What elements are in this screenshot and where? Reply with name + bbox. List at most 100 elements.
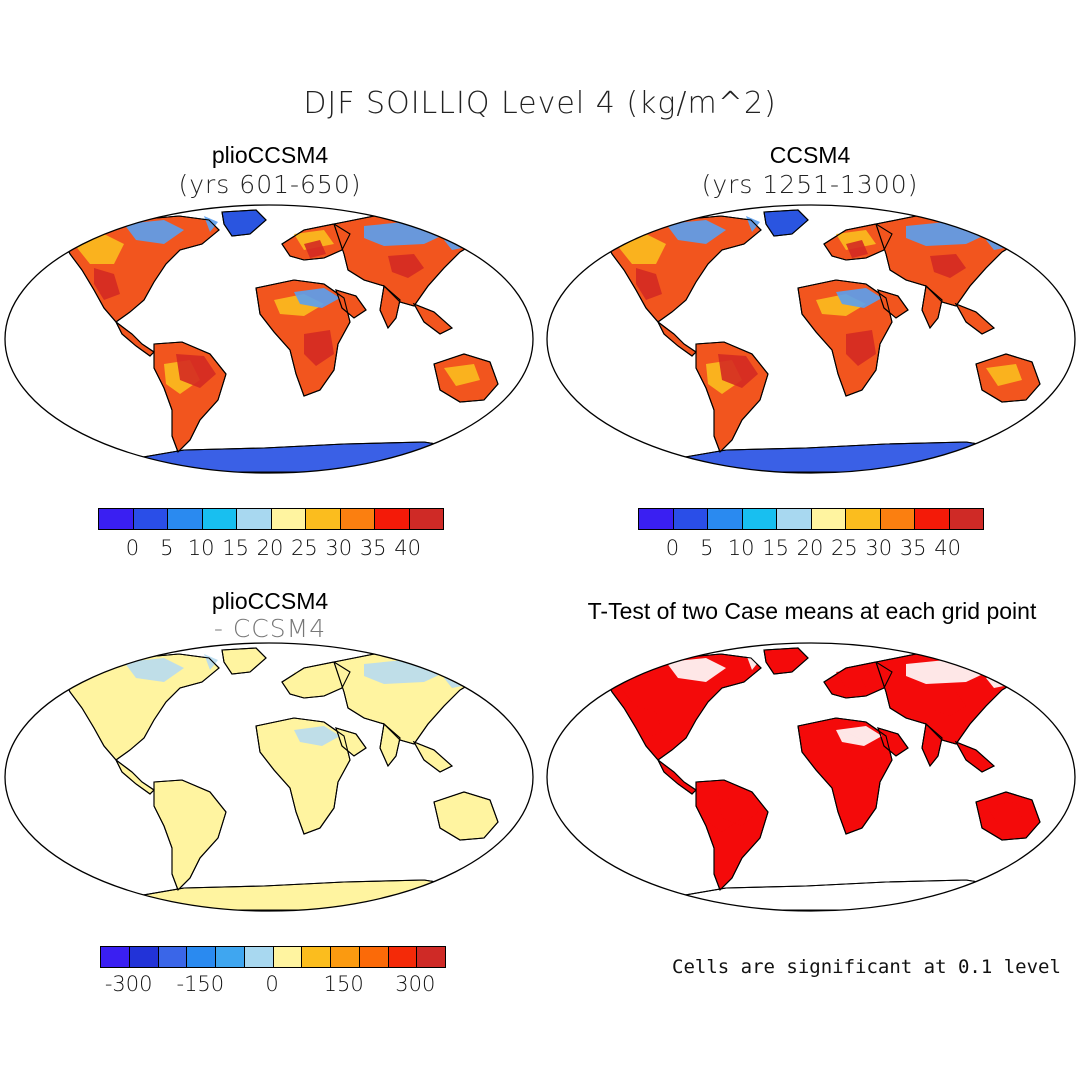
colorbar-tick-label: 35 — [899, 536, 927, 560]
coastline — [221, 209, 267, 237]
colorbar-tick-label: 15 — [762, 536, 789, 560]
colorbar-swatch — [99, 509, 134, 529]
colorbar-swatch — [673, 509, 708, 529]
field-patch — [294, 288, 340, 308]
colorbar-swatch — [129, 947, 159, 967]
colorbar-swatch — [271, 509, 306, 529]
field-patch — [444, 802, 480, 824]
field-patch — [294, 668, 334, 688]
colorbar-tick-label: 10 — [727, 536, 755, 560]
coastline — [603, 215, 762, 323]
colorbar-swatch — [375, 509, 410, 529]
coastline — [115, 759, 155, 795]
colorbar-swatch — [202, 509, 237, 529]
coastline — [255, 717, 351, 835]
colorbar-swatch — [742, 509, 777, 529]
field-patch — [666, 220, 726, 244]
panel-subtitle-bottom-left: - CCSM4 — [213, 614, 327, 643]
coastline — [379, 284, 401, 330]
colorbar-swatch — [417, 947, 445, 967]
coastline — [797, 717, 893, 835]
coastline — [412, 740, 453, 773]
field-patch — [176, 354, 216, 388]
field-patch — [718, 792, 758, 826]
field-patch — [304, 330, 334, 366]
field-patch — [304, 678, 326, 696]
field-patch — [304, 240, 326, 258]
colorbar-swatch — [302, 947, 331, 967]
coastline — [797, 279, 893, 397]
colorbar-swatch — [273, 947, 303, 967]
field-patch — [836, 230, 876, 250]
coastline — [823, 661, 893, 699]
field-patch — [930, 254, 966, 278]
colorbar-bottom-left — [100, 946, 446, 968]
colorbar-swatch — [777, 509, 812, 529]
coastline — [379, 722, 401, 768]
colorbar-tick-label: 5 — [700, 536, 714, 560]
map-border — [4, 642, 534, 912]
coastline — [433, 353, 499, 403]
coastline — [954, 302, 995, 335]
field-patch — [636, 268, 662, 300]
map-panel-top-left — [4, 204, 534, 474]
field-patch — [986, 364, 1022, 386]
coastline — [335, 289, 367, 319]
colorbar-tick-label: 35 — [359, 536, 387, 560]
colorbar-swatch — [244, 947, 274, 967]
coastline — [221, 647, 267, 675]
landmass-centralam — [657, 759, 697, 795]
field-patch — [294, 726, 340, 746]
coastline — [954, 740, 995, 773]
coastline — [153, 779, 227, 891]
colorbar-tick-label: 0 — [265, 972, 279, 996]
landmass-seasia — [412, 740, 453, 773]
colorbar-tick-label: 10 — [187, 536, 215, 560]
field-patch — [94, 706, 120, 738]
colorbar-swatch — [168, 509, 203, 529]
colorbar-tick-label: 30 — [325, 536, 353, 560]
colorbar-tick-label: -150 — [176, 972, 225, 996]
map-panel-bottom-right — [546, 642, 1076, 912]
coastline — [975, 353, 1041, 403]
map-border — [546, 642, 1076, 912]
map-panel-bottom-left — [4, 642, 534, 912]
coastline — [823, 223, 893, 261]
colorbar-tick-label: 40 — [394, 536, 421, 560]
colorbar-swatch — [915, 509, 950, 529]
coastline — [335, 727, 367, 757]
field-patch — [388, 254, 424, 278]
field-patch — [836, 726, 882, 746]
colorbar-swatch — [133, 509, 168, 529]
colorbar-swatch — [639, 509, 674, 529]
field-patch — [94, 268, 120, 300]
colorbar-swatch — [409, 509, 443, 529]
coastline — [412, 302, 453, 335]
coastline — [921, 284, 943, 330]
panel-title-bottom-left: plioCCSM4 — [211, 588, 329, 614]
coastline — [763, 209, 809, 237]
map-panel-top-right — [546, 204, 1076, 474]
colorbar-top-left — [98, 508, 444, 530]
coastline — [763, 647, 809, 675]
field-patch — [836, 668, 876, 688]
map-border — [4, 204, 534, 474]
colorbar-tick-label: 25 — [831, 536, 858, 560]
field-patch — [636, 706, 662, 738]
colorbar-tick-label: 0 — [665, 536, 680, 560]
colorbar-swatch — [331, 947, 360, 967]
colorbar-tick-label: 20 — [796, 536, 824, 560]
coastline — [695, 779, 769, 891]
field-patch — [836, 288, 882, 308]
colorbar-swatch — [388, 947, 418, 967]
field-patch — [666, 658, 726, 682]
landmass-seasia — [954, 302, 995, 335]
figure-title: DJF SOILLIQ Level 4 (kg/m^2) — [303, 86, 777, 121]
field-patch — [294, 230, 334, 250]
landmass-seasia — [412, 302, 453, 335]
colorbar-tick-label: 30 — [865, 536, 893, 560]
coastline — [603, 653, 762, 761]
colorbar-swatch — [708, 509, 743, 529]
colorbar-swatch — [880, 509, 915, 529]
colorbar-tick-label: 15 — [222, 536, 249, 560]
